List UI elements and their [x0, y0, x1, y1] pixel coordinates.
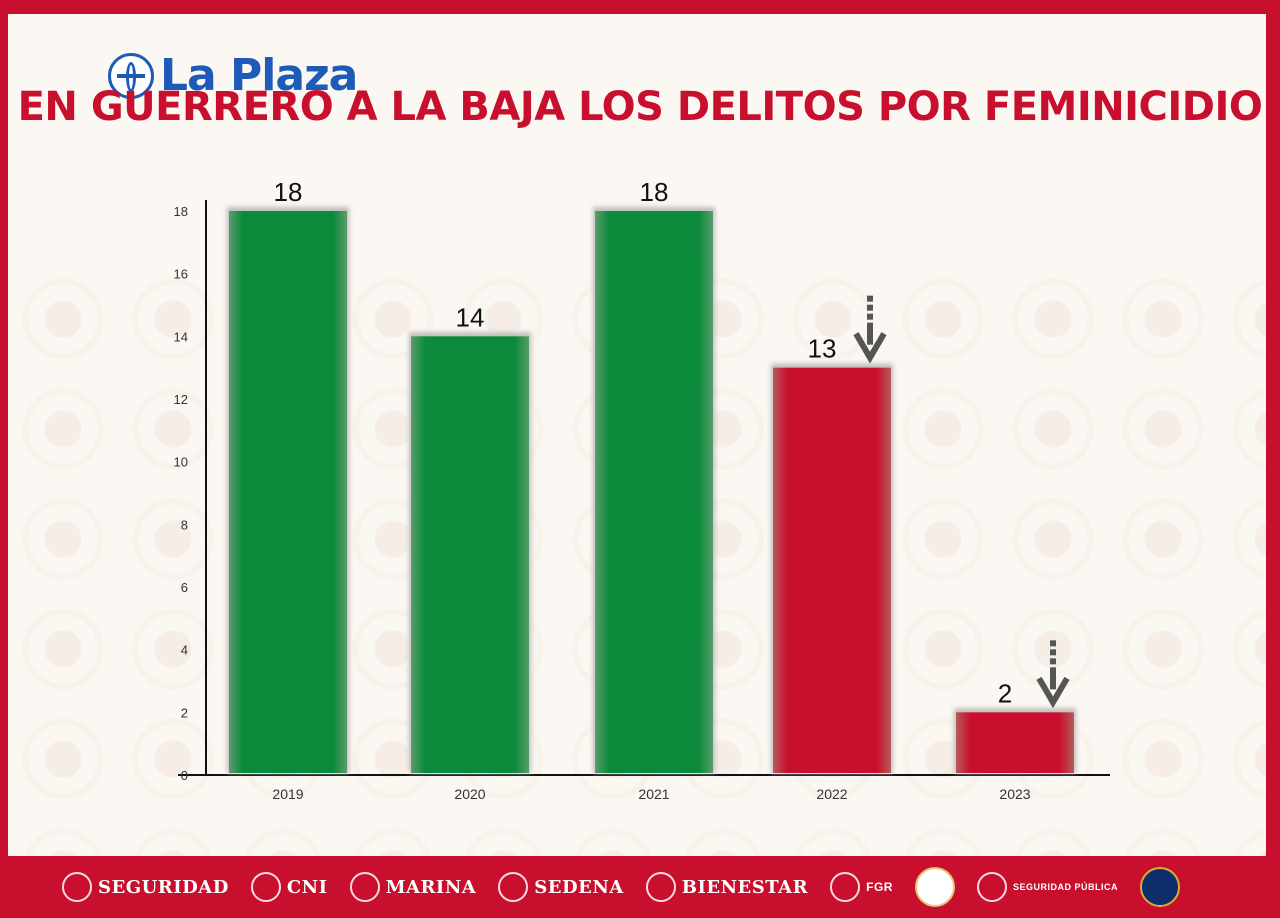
agency-name: SEGURIDAD: [98, 876, 229, 898]
agency-name: SEGURIDAD PÚBLICA: [1012, 882, 1118, 892]
agency-marina: MARINA: [349, 872, 477, 902]
arrow-head: [853, 332, 887, 364]
arrow-dash: [1050, 640, 1056, 647]
y-tick-label: 4: [181, 643, 188, 658]
y-tick-label: 0: [181, 768, 188, 783]
national-shield-icon: [914, 867, 955, 907]
agency-name: CNI: [286, 876, 328, 898]
data-label: 13: [808, 334, 837, 364]
agency-name: BIENESTAR: [681, 876, 809, 898]
agency-presidency: [914, 867, 955, 907]
ssp-emblem-icon: [976, 872, 1007, 902]
eagle-seal-icon: [62, 872, 92, 902]
x-tick-label: 2023: [999, 786, 1030, 802]
agency-name: MARINA: [385, 876, 477, 898]
arrow-dash: [1050, 658, 1056, 665]
eagle-seal-icon: [250, 872, 281, 902]
guardia-shield-icon: [1139, 867, 1180, 907]
data-label: 18: [640, 177, 669, 207]
bar: [229, 211, 347, 773]
arrow-shaft: [867, 322, 873, 345]
data-label: 14: [456, 302, 485, 332]
y-tick-label: 6: [181, 580, 188, 595]
x-tick-label: 2020: [454, 786, 485, 802]
agency-footer: SEGURIDAD CNI MARINA SEDENA BIENESTAR FG…: [0, 856, 1280, 918]
y-tick-label: 12: [174, 392, 188, 407]
down-arrow-icon: [853, 295, 887, 364]
arrow-head: [1036, 676, 1070, 709]
logo-text: La Plaza: [160, 50, 358, 101]
agency-cni: CNI: [250, 872, 328, 902]
arrow-dash: [1050, 649, 1056, 656]
y-tick-label: 18: [174, 204, 188, 219]
la-plaza-logo: La Plaza: [108, 50, 358, 101]
x-tick-label: 2021: [638, 786, 669, 802]
bar: [411, 336, 529, 773]
arrow-shaft: [1050, 667, 1056, 690]
eagle-seal-icon: [830, 872, 861, 902]
y-tick-label: 14: [174, 329, 188, 344]
eagle-seal-icon: [498, 872, 529, 902]
agency-ssp: SEGURIDAD PÚBLICA: [976, 872, 1118, 902]
bar: [595, 211, 713, 773]
x-tick-label: 2019: [272, 786, 303, 802]
arrow-dash: [867, 295, 873, 302]
agency-sedena: SEDENA: [498, 872, 623, 902]
y-tick-label: 8: [181, 517, 188, 532]
eagle-seal-icon: [349, 872, 380, 902]
agency-name: FGR: [866, 880, 893, 894]
y-tick-label: 10: [174, 455, 188, 470]
bar: [773, 367, 891, 773]
agency-name: SEDENA: [534, 876, 624, 898]
eagle-seal-icon: [645, 872, 676, 902]
arrow-dash: [867, 304, 873, 311]
x-tick-label: 2022: [816, 786, 847, 802]
data-label: 2: [998, 678, 1012, 708]
y-tick-label: 2: [181, 705, 188, 720]
agency-fgr: FGR: [830, 872, 893, 902]
arrow-dash: [867, 313, 873, 320]
data-label: 18: [274, 177, 303, 207]
bar: [956, 712, 1074, 773]
globe-icon: [108, 52, 154, 99]
agency-guardia: [1139, 867, 1180, 907]
down-arrow-icon: [1036, 640, 1070, 709]
y-tick-label: 16: [174, 267, 188, 282]
agency-seguridad: SEGURIDAD: [62, 872, 229, 902]
agency-bienestar: BIENESTAR: [645, 872, 809, 902]
chart-title: EN GUERRERO A LA BAJA LOS DELITOS POR FE…: [17, 84, 1263, 130]
